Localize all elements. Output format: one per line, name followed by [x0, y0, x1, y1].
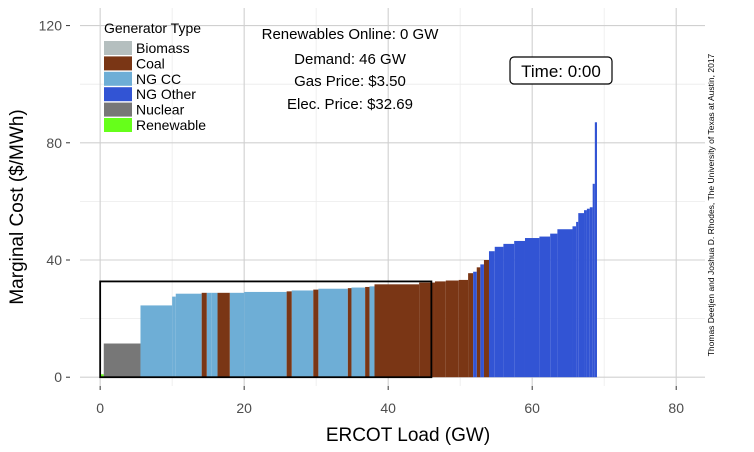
elec-price-text: Elec. Price: $32.69 — [287, 96, 413, 113]
legend-swatch-ng-cc — [104, 71, 132, 86]
legend-label-ng-cc: NG CC — [136, 71, 181, 87]
block-ng-cc — [140, 305, 173, 378]
legend-label-nuclear: Nuclear — [136, 102, 185, 118]
block-ng-cc — [206, 292, 212, 378]
block-coal — [201, 292, 207, 378]
y-tick-label: 120 — [39, 18, 63, 34]
block-coal — [313, 289, 319, 378]
block-coal — [468, 273, 474, 378]
x-tick-labels: 0 20 40 60 80 — [96, 386, 684, 416]
legend-swatch-coal — [104, 56, 132, 71]
demand-text: Demand: 46 GW — [294, 51, 407, 68]
y-tick-label: 0 — [54, 369, 62, 385]
block-ng-cc — [369, 286, 375, 378]
block-ng-other — [576, 221, 579, 378]
x-tick-label: 60 — [524, 400, 540, 416]
price-box-outline — [99, 280, 433, 379]
y-axis-title: Marginal Cost ($/MWh) — [7, 109, 28, 304]
block-coal — [286, 291, 292, 378]
block-coal — [483, 260, 489, 378]
block-coal — [365, 286, 370, 378]
generator-blocks — [100, 122, 597, 378]
legend-swatch-biomass — [104, 41, 132, 55]
block-ng-other — [557, 229, 573, 378]
y-tick-label: 40 — [46, 252, 62, 268]
legend-swatch-ng-other — [104, 87, 132, 102]
time-box: Time: 0:00 — [509, 56, 613, 85]
block-ng-other — [539, 236, 551, 378]
block-ng-other — [578, 213, 585, 378]
block-coal — [458, 279, 469, 378]
y-tick-label: 80 — [46, 135, 62, 151]
credit-text: Thomas Deetjen and Joshua D. Rhodes, The… — [706, 53, 716, 356]
block-ng-cc — [172, 296, 176, 378]
x-axis-title: ERCOT Load (GW) — [326, 425, 490, 446]
block-ng-other — [488, 251, 495, 378]
block-coal — [347, 288, 352, 378]
block-ng-other — [503, 243, 515, 378]
x-tick-label: 20 — [236, 400, 252, 416]
block-ng-other — [473, 271, 477, 378]
legend-swatch-renewable — [104, 118, 132, 132]
legend-title: Generator Type — [104, 20, 201, 36]
block-ng-other — [524, 238, 540, 378]
block-ng-other — [594, 122, 597, 378]
y-tick-labels: 0 40 80 120 — [39, 18, 70, 385]
info-panel: Renewables Online: 0 GW Demand: 46 GW Ga… — [262, 26, 440, 113]
block-coal — [419, 282, 435, 378]
block-ng-other — [494, 246, 504, 378]
block-coal — [374, 284, 420, 378]
block-coal — [476, 267, 481, 378]
block-ng-other — [586, 208, 590, 378]
block-ng-cc — [229, 292, 245, 378]
block-ng-cc — [291, 290, 314, 378]
legend-label-coal: Coal — [136, 55, 165, 71]
block-ng-other — [480, 264, 484, 378]
legend-swatch-nuclear — [104, 102, 132, 117]
renewables-online-text: Renewables Online: 0 GW — [262, 26, 440, 43]
block-renewable — [100, 374, 104, 378]
block-coal — [434, 281, 446, 378]
x-tick-label: 0 — [96, 400, 104, 416]
block-ng-cc — [175, 293, 202, 378]
block-ng-other — [550, 233, 558, 378]
block-ng-cc — [351, 287, 366, 378]
block-ng-other — [572, 226, 577, 378]
x-tick-label: 40 — [380, 400, 396, 416]
legend-label-renewable: Renewable — [136, 117, 206, 133]
block-ng-other — [514, 240, 525, 378]
legend-label-biomass: Biomass — [136, 40, 190, 56]
gas-price-text: Gas Price: $3.50 — [294, 73, 406, 90]
block-ng-other — [589, 207, 593, 378]
block-ng-other — [592, 183, 595, 378]
clearing-price-box — [99, 280, 433, 379]
block-coal — [217, 292, 230, 378]
block-nuclear — [103, 343, 141, 378]
block-ng-cc — [318, 288, 348, 378]
time-box-frame — [509, 56, 613, 85]
legend-label-ng-other: NG Other — [136, 86, 196, 102]
block-ng-cc — [244, 291, 287, 378]
block-coal — [445, 280, 459, 378]
block-ng-cc — [211, 292, 218, 378]
block-ng-other — [584, 210, 587, 378]
time-label: Time: 0:00 — [521, 62, 601, 81]
x-tick-label: 80 — [668, 400, 684, 416]
